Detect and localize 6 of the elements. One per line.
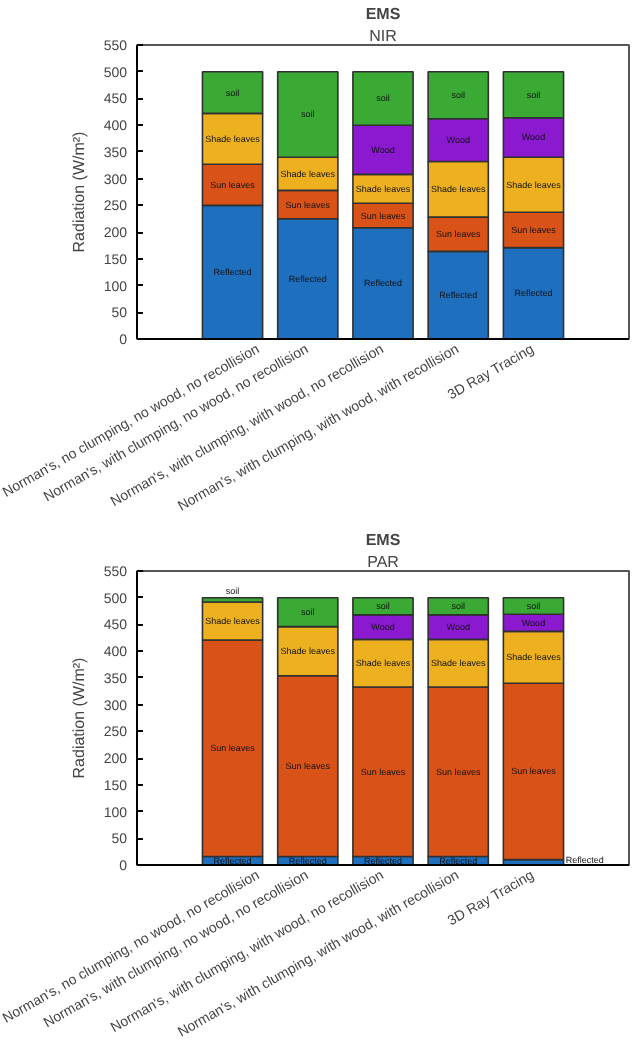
chart-subtitle: NIR — [369, 27, 398, 45]
y-axis-title: Radiation (W/m²) — [69, 656, 88, 779]
chart-title: EMS — [365, 531, 402, 549]
chart-title: EMS — [365, 5, 402, 23]
chart-subtitle: PAR — [367, 553, 400, 571]
y-axis-title: Radiation (W/m²) — [69, 130, 88, 253]
